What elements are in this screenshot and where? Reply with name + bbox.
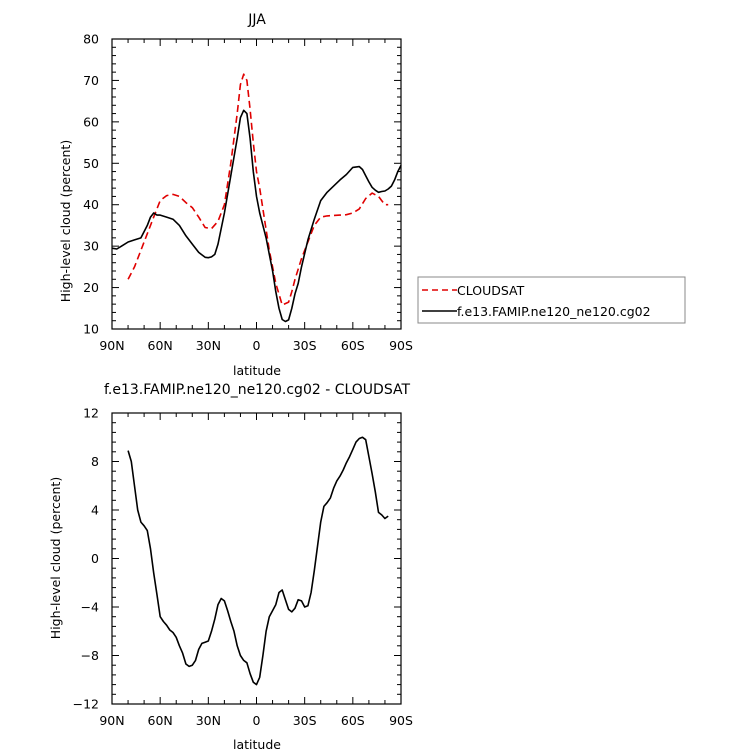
bottom-x-tick-label: 90S xyxy=(389,713,413,728)
legend-box xyxy=(417,276,686,324)
top-x-tick-label: 60N xyxy=(148,338,173,353)
legend: CLOUDSAT f.e13.FAMIP.ne120_ne120.cg02 xyxy=(417,276,686,324)
bottom-y-tick-label: 8 xyxy=(91,454,99,469)
bottom-x-tick-label: 30N xyxy=(196,713,221,728)
bottom-x-tick-label: 0 xyxy=(253,713,261,728)
bottom-chart-title: f.e13.FAMIP.ne120_ne120.cg02 - CLOUDSAT xyxy=(104,382,410,398)
legend-label-cloudsat: CLOUDSAT xyxy=(457,283,525,298)
bottom-series-group xyxy=(127,436,389,686)
bottom-y-axis-label: High-level cloud (percent) xyxy=(48,477,63,639)
top-plot-frame xyxy=(111,38,402,330)
top-series-line-0 xyxy=(127,73,389,306)
bottom-x-tick-label: 90N xyxy=(99,713,124,728)
bottom-y-tick-label: −12 xyxy=(73,697,99,712)
top-y-tick-label: 50 xyxy=(83,156,99,171)
top-y-axis-label: High-level cloud (percent) xyxy=(58,140,73,302)
bottom-y-tick-label: 0 xyxy=(91,551,99,566)
top-y-tick-label: 10 xyxy=(83,322,99,337)
legend-label-model: f.e13.FAMIP.ne120_ne120.cg02 xyxy=(457,304,651,319)
bottom-x-axis-label: latitude xyxy=(233,737,281,752)
top-chart-title: JJA xyxy=(247,12,266,28)
bottom-y-tick-labels: −12 −8 −4 0 4 8 12 xyxy=(73,406,99,712)
top-y-tick-label: 60 xyxy=(83,114,99,129)
bottom-series-line-0 xyxy=(127,436,389,686)
top-ticks xyxy=(111,38,402,330)
top-y-tick-label: 70 xyxy=(83,73,99,88)
bottom-ticks xyxy=(111,412,402,705)
bottom-plot-frame xyxy=(111,412,402,705)
bottom-chart: f.e13.FAMIP.ne120_ne120.cg02 - CLOUDSAT … xyxy=(48,382,413,752)
bottom-y-tick-label: −8 xyxy=(81,648,99,663)
top-y-tick-label: 30 xyxy=(83,239,99,254)
top-series-group xyxy=(111,73,402,323)
bottom-x-tick-label: 30S xyxy=(293,713,317,728)
top-x-tick-label: 90N xyxy=(99,338,124,353)
top-x-tick-label: 30S xyxy=(293,338,317,353)
bottom-y-tick-label: 4 xyxy=(91,503,99,518)
top-x-tick-label: 90S xyxy=(389,338,413,353)
top-series-line-1 xyxy=(111,109,402,323)
top-y-tick-label: 40 xyxy=(83,197,99,212)
bottom-y-tick-label: 12 xyxy=(83,406,99,421)
bottom-y-tick-label: −4 xyxy=(81,600,99,615)
top-x-tick-label: 30N xyxy=(196,338,221,353)
top-chart: JJA 90N 60N 30N 0 30S 60S 90S 10 20 30 40 50 60 70 80… xyxy=(58,12,413,378)
top-x-axis-label: latitude xyxy=(233,363,281,378)
top-x-tick-label: 60S xyxy=(341,338,365,353)
top-y-tick-label: 20 xyxy=(83,280,99,295)
bottom-x-tick-labels: 90N 60N 30N 0 30S 60S 90S xyxy=(99,713,413,728)
bottom-x-tick-label: 60S xyxy=(341,713,365,728)
bottom-x-tick-label: 60N xyxy=(148,713,173,728)
top-x-tick-labels: 90N 60N 30N 0 30S 60S 90S xyxy=(99,338,413,353)
top-y-tick-labels: 10 20 30 40 50 60 70 80 xyxy=(83,32,99,337)
top-x-tick-label: 0 xyxy=(253,338,261,353)
top-y-tick-label: 80 xyxy=(83,32,99,47)
